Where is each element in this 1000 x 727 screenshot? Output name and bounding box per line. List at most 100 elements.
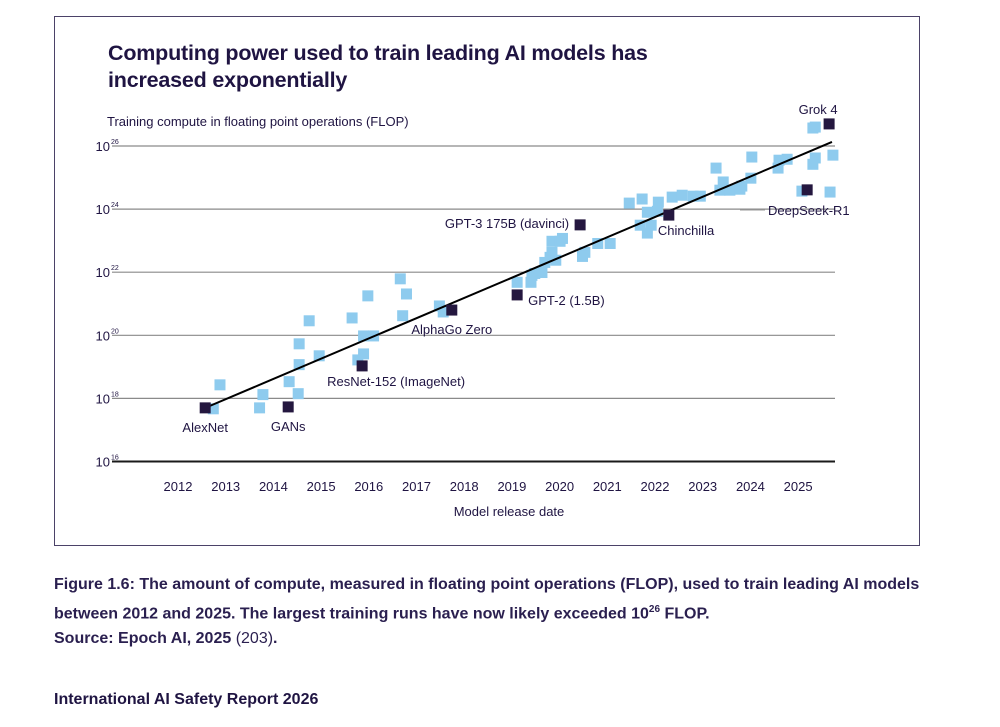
x-axis-title: Model release date	[454, 504, 565, 519]
x-tick-labels: 2012 2013 2014 2015 2016 2017 2018 2019 2020 2021…	[164, 479, 813, 494]
x-tick-label-2019: 2019	[497, 479, 526, 494]
model-point	[641, 206, 653, 218]
highlighted-model-points	[199, 118, 835, 414]
x-tick-label-2013: 2013	[211, 479, 240, 494]
model-point	[546, 246, 558, 258]
y-axis-title: Training compute in floating point opera…	[107, 114, 409, 129]
model-point	[511, 276, 523, 288]
y-tick-exponent-1e18: 18	[111, 391, 119, 398]
x-tick-label-2025: 2025	[784, 479, 813, 494]
model-labels: AlexNet GANs ResNet-152 (ImageNet) AlphaGo …	[182, 102, 849, 435]
model-point	[694, 190, 706, 202]
model-point	[576, 250, 588, 262]
model-point	[746, 151, 758, 163]
trend-line	[204, 140, 833, 409]
highlighted-point-resnet-152-imagenet	[356, 360, 368, 372]
other-model-points	[207, 121, 839, 415]
highlighted-point-gpt-3-175b-davinci	[574, 219, 586, 231]
model-point	[809, 152, 821, 164]
chart-title-line-2: increased exponentially	[108, 68, 348, 92]
x-tick-label-2023: 2023	[688, 479, 717, 494]
caption-source-ref[interactable]: (203)	[231, 630, 274, 648]
model-point	[634, 219, 646, 231]
trend-line-group	[204, 140, 833, 409]
model-point	[433, 300, 445, 312]
model-point	[546, 235, 558, 247]
figure-caption: Figure 1.6: The amount of compute, measu…	[54, 572, 934, 651]
model-point	[352, 354, 364, 366]
model-point	[666, 191, 678, 203]
model-point	[254, 402, 266, 414]
figure-frame	[54, 16, 920, 546]
model-point	[283, 376, 295, 388]
model-point	[397, 310, 409, 322]
x-tick-label-2022: 2022	[641, 479, 670, 494]
model-point	[807, 158, 819, 170]
x-tick-label-2021: 2021	[593, 479, 622, 494]
model-point	[717, 176, 729, 188]
model-point	[745, 172, 757, 184]
x-tick-label-2016: 2016	[354, 479, 383, 494]
label-gans: GANs	[271, 419, 306, 434]
y-tick-label-1e24: 10	[96, 202, 110, 217]
model-point	[362, 290, 374, 302]
label-chinchilla: Chinchilla	[658, 223, 715, 238]
label-gpt-3-175b-davinci: GPT-3 175B (davinci)	[445, 216, 569, 231]
caption-source: Source: Epoch AI, 2025	[54, 630, 232, 648]
highlighted-point-gpt-2-1-5b	[511, 289, 523, 301]
model-point	[313, 350, 325, 362]
model-point	[293, 359, 305, 371]
model-point	[636, 193, 648, 205]
gridlines	[112, 145, 835, 463]
caption-source-end: .	[273, 630, 278, 648]
model-point	[293, 338, 305, 350]
caption-text-2: FLOP.	[660, 605, 710, 623]
y-tick-exponent-1e26: 26	[111, 139, 119, 146]
model-point	[437, 306, 449, 318]
x-tick-label-2014: 2014	[259, 479, 288, 494]
model-point	[641, 227, 653, 239]
model-point	[394, 273, 406, 285]
highlighted-point-alexnet	[199, 402, 211, 414]
model-point	[623, 197, 635, 209]
model-point	[652, 196, 664, 208]
model-point	[346, 312, 358, 324]
caption-figure-label: Figure 1.6:	[54, 576, 135, 593]
y-tick-label-1e26: 10	[96, 139, 110, 154]
model-point	[824, 186, 836, 198]
model-point	[536, 267, 548, 279]
label-alphago-zero: AlphaGo Zero	[411, 322, 492, 337]
x-tick-label-2015: 2015	[307, 479, 336, 494]
label-grok-4: Grok 4	[799, 102, 838, 117]
model-point	[772, 162, 784, 174]
model-point	[303, 315, 315, 327]
x-tick-label-2017: 2017	[402, 479, 431, 494]
y-tick-exponent-1e16: 16	[111, 455, 119, 462]
y-tick-label-1e16: 10	[96, 455, 110, 470]
y-tick-exponent-1e20: 20	[111, 328, 119, 335]
y-tick-exponent-1e24: 24	[111, 202, 119, 209]
model-point	[676, 189, 688, 201]
model-point	[358, 348, 370, 360]
caption-superscript: 26	[648, 604, 661, 615]
model-point	[710, 162, 722, 174]
model-point	[525, 276, 537, 288]
model-point	[257, 389, 269, 401]
model-point	[773, 154, 785, 166]
label-gpt-2-1-5b: GPT-2 (1.5B)	[528, 293, 605, 308]
model-point	[809, 121, 821, 133]
highlighted-point-grok-4	[823, 118, 835, 130]
model-point	[781, 153, 793, 165]
model-point	[292, 388, 304, 400]
model-point	[550, 254, 562, 266]
model-point	[687, 190, 699, 202]
model-point	[736, 180, 748, 192]
x-tick-label-2012: 2012	[164, 479, 193, 494]
x-tick-label-2020: 2020	[545, 479, 574, 494]
model-point	[592, 237, 604, 249]
chart-title-line-1: Computing power used to train leading AI…	[108, 41, 648, 65]
model-point	[827, 149, 839, 161]
y-tick-label-1e18: 10	[96, 391, 110, 406]
